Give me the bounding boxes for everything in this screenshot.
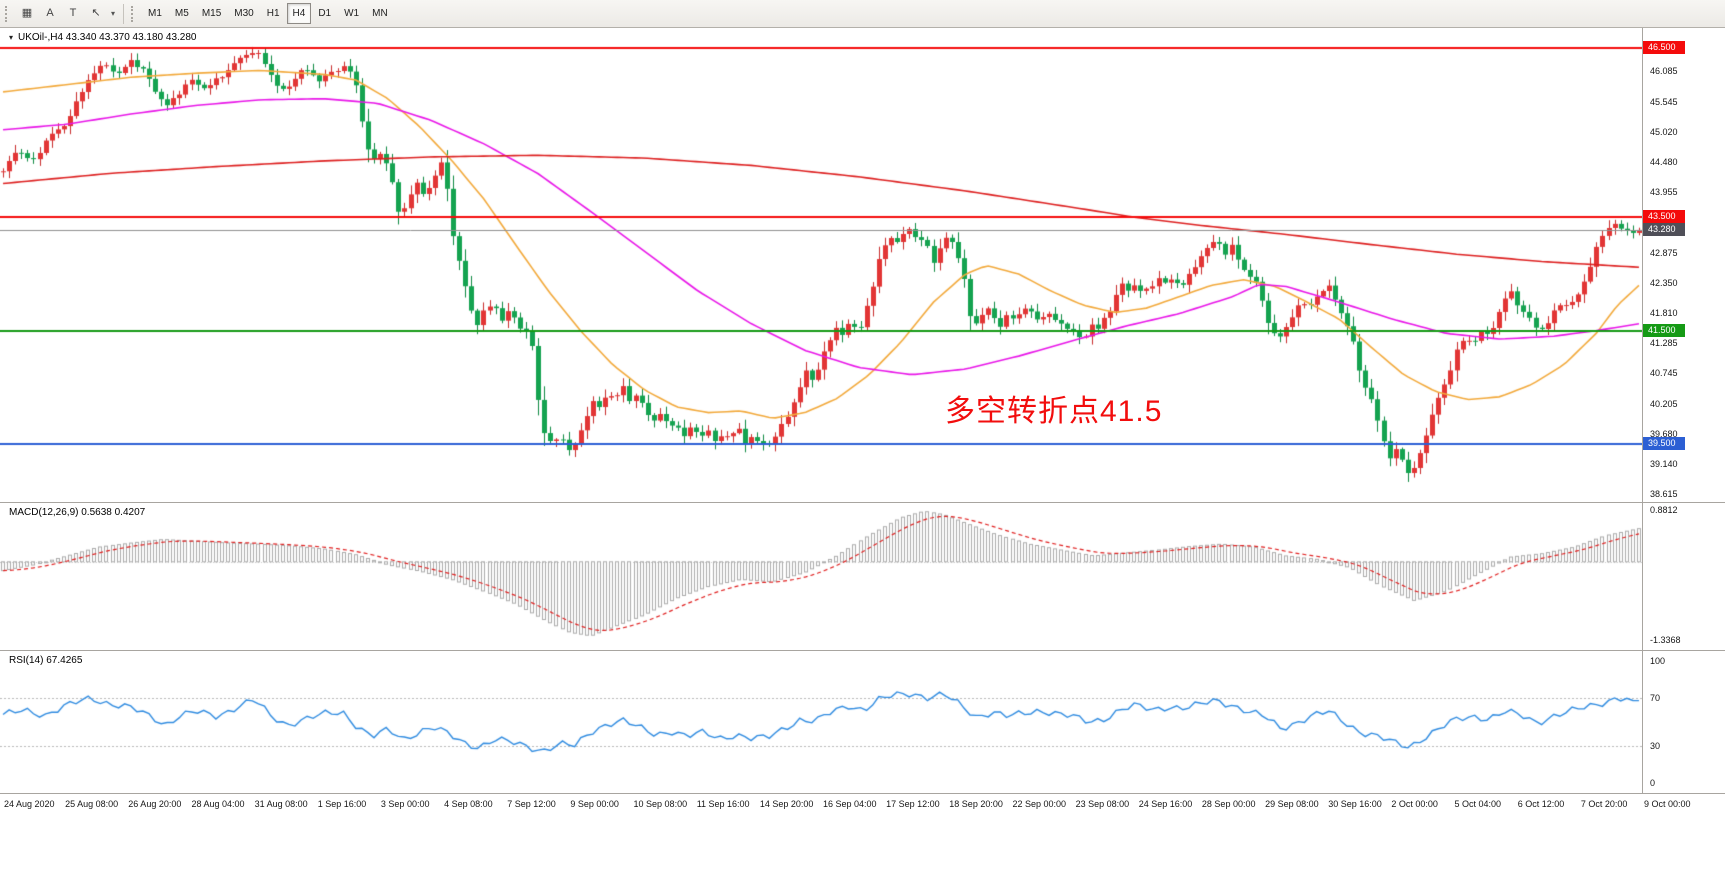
time-axis-label: 10 Sep 08:00: [633, 799, 688, 809]
panel-separator[interactable]: [0, 502, 1725, 503]
resistance-43500-badge: 43.500: [1643, 210, 1685, 224]
toolbar-icon-group: ▦ A T ↖ ▾: [16, 3, 118, 24]
one-click-collapse-icon[interactable]: ▾: [9, 33, 14, 42]
time-axis-label: 7 Sep 12:00: [507, 799, 556, 809]
price-tick-label: 40.205: [1650, 398, 1678, 409]
time-axis-label: 1 Sep 16:00: [317, 799, 367, 809]
time-axis-label: 29 Sep 08:00: [1265, 799, 1319, 809]
rsi-indicator-label: RSI(14) 67.4265: [9, 655, 83, 666]
macd-indicator-label: MACD(12,26,9) 0.5638 0.4207: [9, 507, 146, 518]
time-axis-label: 30 Sep 16:00: [1328, 799, 1382, 809]
time-axis-label: 28 Aug 04:00: [191, 799, 245, 809]
macd-indicator-panel: MACD(12,26,9) 0.5638 0.4207 0.8812 -1.336…: [0, 503, 1725, 650]
time-axis-label: 14 Sep 20:00: [759, 799, 814, 809]
time-axis-label: 7 Oct 20:00: [1580, 799, 1628, 809]
timeframe-button-h1[interactable]: H1: [261, 3, 286, 24]
time-axis-label: 24 Aug 2020: [4, 799, 55, 809]
rsi-scale-label: 70: [1650, 692, 1661, 703]
price-tick-label: 40.745: [1650, 368, 1678, 379]
rsi-scale[interactable]: 100 70 30 0: [1642, 651, 1725, 793]
price-tick-label: 45.545: [1650, 96, 1678, 107]
chart-annotation-text[interactable]: 多空转折点41.5: [945, 395, 1163, 428]
time-axis-label: 3 Sep 00:00: [380, 799, 430, 809]
price-tick-label: 46.085: [1650, 66, 1678, 77]
time-axis-label: 16 Sep 04:00: [823, 799, 877, 809]
rsi-canvas[interactable]: [0, 651, 1642, 793]
timeframe-button-group: M1 M5 M15 M30 H1 H4 D1 W1 MN: [142, 3, 394, 24]
price-tick-label: 44.480: [1650, 157, 1678, 168]
timeframe-button-m30[interactable]: M30: [228, 3, 259, 24]
time-axis-label: 5 Oct 04:00: [1454, 799, 1502, 809]
time-axis-label: 17 Sep 12:00: [886, 799, 940, 809]
timeframe-button-m1[interactable]: M1: [142, 3, 168, 24]
time-axis[interactable]: 24 Aug 2020 25 Aug 08:00 26 Aug 20:00 28 Au…: [0, 794, 1725, 816]
timeframe-button-m5[interactable]: M5: [169, 3, 195, 24]
panel-separator[interactable]: [0, 793, 1725, 794]
arrow-tool-caret-icon[interactable]: ▾: [108, 3, 118, 24]
price-tick-label: 41.285: [1650, 337, 1678, 348]
price-tick-label: 41.810: [1650, 308, 1678, 319]
time-axis-label: 22 Sep 00:00: [1012, 799, 1067, 809]
tick-chart-icon[interactable]: ▦: [16, 3, 38, 24]
rsi-scale-label: 30: [1650, 741, 1661, 752]
macd-scale-label: 0.8812: [1650, 504, 1678, 515]
symbol-ohlc-label: UKOil-,H4 43.340 43.370 43.180 43.280: [18, 32, 197, 43]
support-39500-badge: 39.500: [1643, 436, 1685, 450]
timeframe-drag-handle[interactable]: [131, 5, 136, 22]
main-chart-canvas[interactable]: [0, 28, 1642, 502]
rsi-scale-label: 0: [1650, 778, 1656, 789]
time-axis-label: 11 Sep 16:00: [696, 799, 750, 809]
price-tick-label: 38.615: [1650, 488, 1678, 499]
price-tick-label: 39.680: [1650, 428, 1678, 439]
toolbar-drag-handle[interactable]: [5, 5, 10, 22]
timeframe-button-m15[interactable]: M15: [196, 3, 227, 24]
timeframe-button-w1[interactable]: W1: [338, 3, 365, 24]
price-tick-label: 39.140: [1650, 459, 1678, 470]
time-axis-label: 9 Oct 00:00: [1644, 799, 1691, 809]
toolbar-separator: [123, 3, 124, 24]
timeframe-button-h4[interactable]: H4: [286, 3, 312, 24]
time-axis-label: 18 Sep 20:00: [949, 799, 1003, 809]
text-label-icon[interactable]: A: [39, 3, 61, 24]
rsi-indicator-panel: RSI(14) 67.4265 100 70 30 0: [0, 651, 1725, 793]
time-axis-label: 26 Aug 20:00: [128, 799, 182, 809]
price-scale[interactable]: 46.085 45.545 45.020 44.480 43.955 42.875 42.3…: [1642, 28, 1725, 502]
rsi-scale-label: 100: [1650, 655, 1666, 666]
macd-canvas[interactable]: [0, 503, 1642, 650]
main-chart-panel: ▾ UKOil-,H4 43.340 43.370 43.180 43.280 …: [0, 28, 1725, 502]
price-tick-label: 42.875: [1650, 247, 1678, 258]
timeframe-button-d1[interactable]: D1: [312, 3, 337, 24]
panel-separator[interactable]: [0, 650, 1725, 651]
price-tick-label: 42.350: [1650, 277, 1678, 288]
resistance-46500-badge: 46.500: [1643, 40, 1685, 54]
time-axis-label: 2 Oct 00:00: [1391, 799, 1438, 809]
macd-scale[interactable]: 0.8812 -1.3368: [1642, 503, 1725, 650]
pivot-41500-badge: 41.500: [1643, 323, 1685, 337]
text-box-icon[interactable]: T: [62, 3, 84, 24]
price-tick-label: 45.020: [1650, 126, 1678, 137]
time-axis-label: 28 Sep 00:00: [1201, 799, 1256, 809]
timeframe-button-mn[interactable]: MN: [366, 3, 394, 24]
toolbar: ▦ A T ↖ ▾ M1 M5 M15 M30 H1 H4 D1 W1 MN: [0, 0, 1725, 28]
time-axis-label: 31 Aug 08:00: [254, 799, 308, 809]
arrow-tool-icon[interactable]: ↖: [85, 3, 107, 24]
time-axis-label: 24 Sep 16:00: [1138, 799, 1193, 809]
price-tick-label: 43.955: [1650, 186, 1678, 197]
current-price-badge: 43.280: [1643, 222, 1685, 236]
time-axis-label: 4 Sep 08:00: [444, 799, 493, 809]
time-axis-label: 9 Sep 00:00: [570, 799, 619, 809]
time-axis-label: 6 Oct 12:00: [1517, 799, 1565, 809]
time-axis-label: 23 Sep 08:00: [1075, 799, 1130, 809]
time-axis-label: 25 Aug 08:00: [65, 799, 119, 809]
macd-scale-label: -1.3368: [1650, 635, 1681, 646]
symbol-ohlc-header: ▾ UKOil-,H4 43.340 43.370 43.180 43.280: [9, 32, 196, 43]
